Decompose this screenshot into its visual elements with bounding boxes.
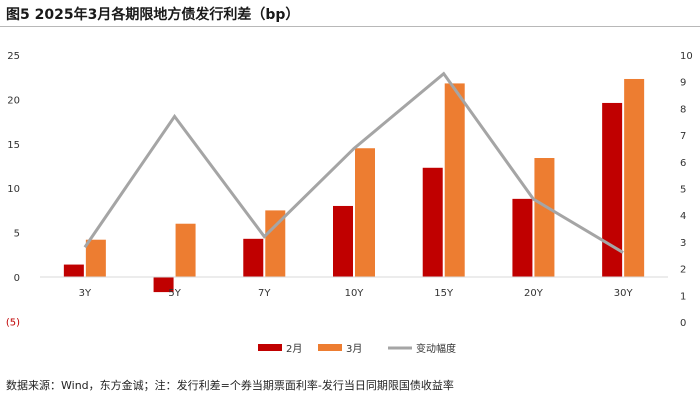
legend-swatch-1	[258, 344, 282, 351]
bar-20y-s1	[512, 198, 533, 277]
left-tick-label: 5	[14, 229, 20, 240]
category-label: 3Y	[79, 288, 92, 299]
bar-15y-s2	[444, 83, 465, 277]
right-tick-label: 8	[680, 104, 686, 115]
category-label: 7Y	[258, 288, 271, 299]
right-tick-label: 10	[680, 51, 693, 62]
right-tick-label: 3	[680, 238, 686, 249]
bar-3y-s2	[85, 239, 106, 277]
legend: 2月 3月 变动幅度	[258, 342, 456, 355]
right-tick-label: 2	[680, 265, 686, 276]
bar-30y-s1	[602, 102, 623, 278]
left-tick-label: 10	[7, 184, 20, 195]
bar-10y-s2	[355, 148, 375, 277]
left-tick-label: 15	[7, 140, 20, 151]
bar-5y-s2	[175, 223, 196, 277]
bar-20y-s2	[534, 158, 555, 277]
category-axis-ticks: 3Y 5Y 7Y 10Y 15Y 20Y 30Y	[79, 288, 634, 299]
change-line-layer	[83, 71, 624, 254]
right-tick-label: 0	[680, 318, 686, 329]
bar-10y-s1	[333, 205, 353, 277]
right-tick-label: 7	[680, 131, 686, 142]
right-axis-ticks: 0 1 2 3 4 5 6 7 8 9 10	[680, 51, 693, 329]
right-tick-label: 4	[680, 211, 686, 222]
category-label: 5Y	[168, 288, 181, 299]
legend-label-1: 2月	[286, 343, 302, 355]
bar-3y-s1	[63, 264, 84, 277]
chart-title: 图5 2025年3月各期限地方债发行利差（bp）	[6, 7, 300, 23]
bar-30y-s2	[624, 78, 645, 277]
left-tick-label: 25	[7, 51, 20, 62]
left-axis-ticks: (5) 0 5 10 15 20 25	[6, 51, 20, 328]
series-line-change	[83, 71, 624, 254]
bar-15y-s1	[422, 167, 443, 277]
bars-layer	[63, 78, 645, 293]
chart-canvas: (5) 0 5 10 15 20 25 0 1 2 3 4 5 6 7 8 9 10 3Y 5Y 7Y 10Y 15Y 2…	[6, 51, 693, 355]
legend-label-3: 变动幅度	[416, 342, 456, 355]
category-label: 30Y	[614, 288, 634, 299]
right-tick-label: 6	[680, 158, 686, 169]
category-label: 20Y	[524, 288, 544, 299]
category-label: 10Y	[345, 288, 365, 299]
legend-label-2: 3月	[346, 343, 362, 355]
bar-7y-s2	[265, 210, 286, 277]
bar-7y-s1	[243, 238, 264, 277]
bar-5y-s1	[153, 277, 174, 293]
right-tick-label: 5	[680, 185, 686, 196]
left-tick-label: (5)	[6, 317, 20, 328]
right-tick-label: 9	[680, 78, 686, 89]
left-tick-label: 20	[7, 95, 20, 106]
left-tick-label: 0	[14, 273, 20, 284]
right-tick-label: 1	[680, 291, 686, 302]
legend-swatch-2	[318, 344, 342, 351]
source-note: 数据来源：Wind，东方金诚；注：发行利差=个券当期票面利率-发行当日同期限国债…	[6, 379, 454, 392]
category-label: 15Y	[434, 288, 454, 299]
title-divider	[0, 26, 700, 27]
